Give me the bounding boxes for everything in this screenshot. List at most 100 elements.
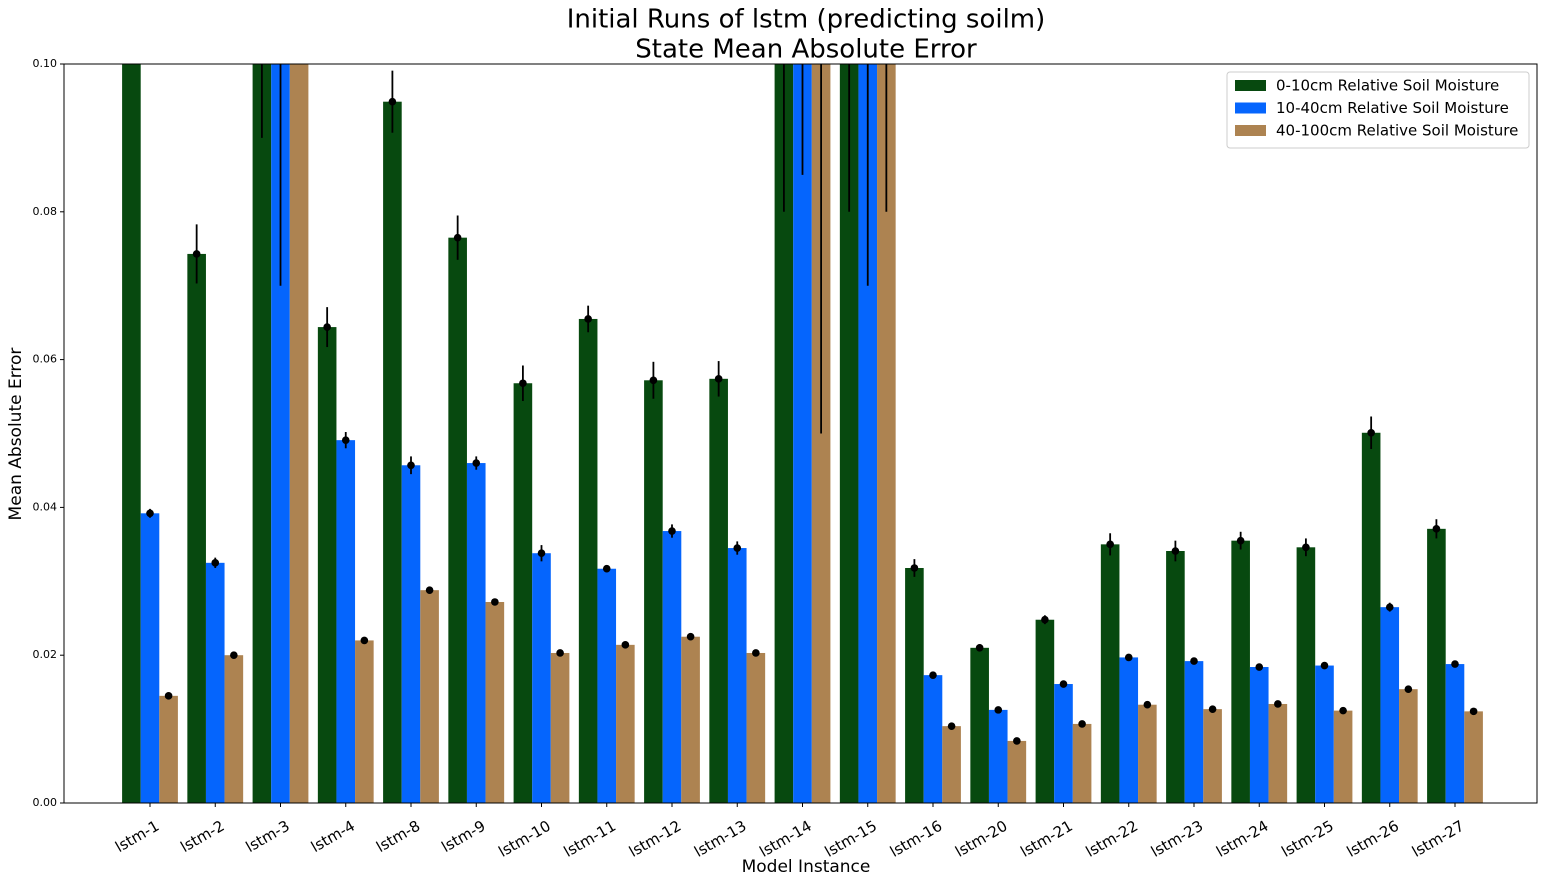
bar xyxy=(205,562,225,803)
bar xyxy=(877,64,896,803)
point xyxy=(733,544,742,552)
y-axis-label: Mean Absolute Error xyxy=(6,348,26,521)
bar xyxy=(1007,740,1027,803)
point xyxy=(1106,540,1114,549)
x-tick-label: lstm-24 xyxy=(1213,817,1271,861)
bar xyxy=(550,652,570,803)
x-tick-label: lstm-12 xyxy=(626,817,684,861)
bar xyxy=(1072,723,1092,803)
point xyxy=(537,549,546,558)
bar xyxy=(905,567,924,803)
x-tick-label: lstm-15 xyxy=(822,817,880,861)
legend-label: 10-40cm Relative Soil Moisture xyxy=(1276,99,1509,117)
point xyxy=(621,641,630,649)
x-tick-label: lstm-22 xyxy=(1083,817,1141,861)
bar xyxy=(401,465,421,803)
point xyxy=(1302,543,1310,552)
bar xyxy=(1249,667,1269,803)
bar xyxy=(1054,684,1073,803)
bar xyxy=(187,253,206,803)
bar xyxy=(662,531,682,803)
bar xyxy=(1399,689,1418,803)
bar xyxy=(970,647,989,803)
bar xyxy=(1119,657,1139,803)
point xyxy=(1078,720,1086,728)
point xyxy=(994,706,1003,714)
point xyxy=(602,564,611,573)
chart-title: State Mean Absolute Error xyxy=(635,35,977,65)
bar xyxy=(466,463,486,803)
point xyxy=(1385,603,1394,611)
bar xyxy=(1184,661,1204,803)
point xyxy=(1255,663,1264,671)
bar xyxy=(513,383,533,803)
bar xyxy=(1100,544,1120,803)
bar xyxy=(858,64,878,803)
point xyxy=(1451,660,1459,668)
x-tick-label: lstm-10 xyxy=(495,817,553,861)
bar xyxy=(681,636,700,803)
point xyxy=(360,636,369,645)
bar xyxy=(988,709,1008,803)
bar xyxy=(746,652,766,803)
bar xyxy=(420,590,439,803)
bar xyxy=(923,675,943,803)
point xyxy=(1274,700,1282,708)
bar xyxy=(485,601,505,803)
legend-swatch xyxy=(1235,125,1266,136)
point xyxy=(388,97,397,106)
point xyxy=(1432,525,1441,533)
bar xyxy=(1380,607,1400,803)
point xyxy=(1367,428,1375,437)
x-tick-label: lstm-27 xyxy=(1409,817,1467,861)
point xyxy=(1190,657,1198,665)
bar xyxy=(942,726,961,803)
bar xyxy=(1315,665,1334,803)
plot-frame xyxy=(63,63,1538,804)
x-axis-label: Model Instance xyxy=(742,857,871,877)
point xyxy=(164,692,173,700)
point xyxy=(211,559,220,567)
x-tick-label: lstm-1 xyxy=(112,817,162,856)
point xyxy=(929,671,937,679)
bar xyxy=(317,327,337,803)
bar xyxy=(383,101,402,803)
point xyxy=(1143,700,1152,709)
x-tick-label: lstm-25 xyxy=(1278,817,1336,861)
point xyxy=(1041,615,1049,624)
point xyxy=(1124,653,1133,662)
point xyxy=(714,375,723,383)
y-tick-label: 0.00 xyxy=(33,796,58,809)
bar xyxy=(774,64,794,803)
point xyxy=(947,722,956,730)
point xyxy=(910,564,919,572)
point xyxy=(1208,705,1217,713)
bar xyxy=(1361,432,1381,803)
point xyxy=(230,651,238,659)
legend-box xyxy=(1226,71,1530,149)
x-tick-label: lstm-11 xyxy=(561,817,619,861)
bar xyxy=(1296,547,1316,803)
chart-title: Initial Runs of lstm (predicting soilm) xyxy=(567,5,1046,35)
point xyxy=(407,461,415,470)
point xyxy=(1339,706,1347,715)
bar xyxy=(271,64,290,803)
x-tick-label: lstm-4 xyxy=(308,817,358,856)
point xyxy=(472,459,481,467)
bar xyxy=(578,318,598,803)
x-tick-label: lstm-16 xyxy=(887,817,945,861)
bar xyxy=(289,64,309,803)
legend-swatch xyxy=(1235,102,1266,114)
bar xyxy=(1445,664,1465,803)
y-tick-label: 0.10 xyxy=(33,57,58,70)
x-tick-label: lstm-9 xyxy=(438,817,488,856)
bar xyxy=(709,378,728,803)
bar xyxy=(1427,528,1446,803)
point xyxy=(1236,536,1245,545)
bar xyxy=(140,513,160,803)
plot-area xyxy=(122,64,1483,803)
point xyxy=(752,649,760,657)
point xyxy=(1320,661,1329,670)
bar xyxy=(122,64,141,803)
point xyxy=(323,323,331,331)
